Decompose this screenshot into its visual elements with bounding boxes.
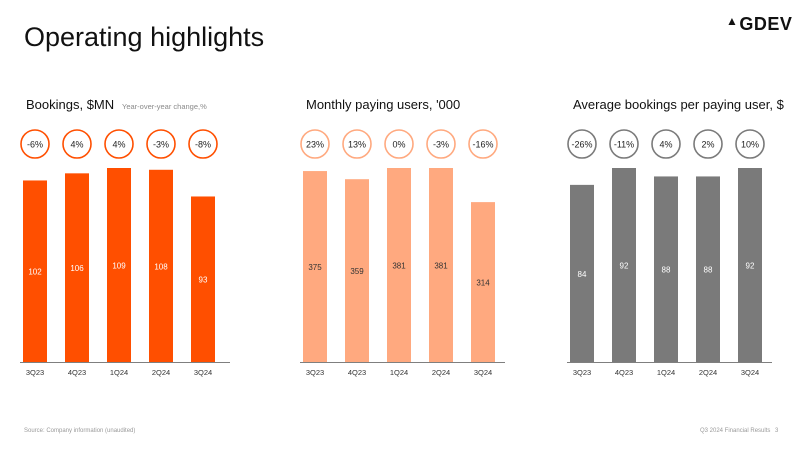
bar-value-label: 106 bbox=[70, 264, 84, 273]
bar-value-label: 314 bbox=[476, 279, 490, 288]
bar bbox=[191, 196, 215, 362]
bar bbox=[429, 168, 453, 362]
chart-title: Monthly paying users, '000 bbox=[306, 97, 460, 112]
yoy-circle bbox=[567, 129, 597, 159]
footer-page-number: 3 bbox=[775, 428, 779, 434]
yoy-circle bbox=[735, 129, 765, 159]
yoy-change-label: -3% bbox=[153, 139, 169, 149]
x-tick-label: 3Q23 bbox=[306, 368, 324, 377]
yoy-circle bbox=[62, 129, 92, 159]
yoy-change-label: -26% bbox=[571, 139, 592, 149]
yoy-change-label: -3% bbox=[433, 139, 449, 149]
yoy-change-label: -16% bbox=[472, 139, 493, 149]
x-tick-label: 1Q24 bbox=[390, 368, 408, 377]
x-tick-label: 2Q24 bbox=[699, 368, 717, 377]
yoy-circle bbox=[146, 129, 176, 159]
x-tick-label: 3Q23 bbox=[26, 368, 44, 377]
x-tick-label: 2Q24 bbox=[152, 368, 170, 377]
bar bbox=[345, 179, 369, 362]
bar bbox=[107, 168, 131, 362]
x-tick-label: 1Q24 bbox=[110, 368, 128, 377]
yoy-change-label: 13% bbox=[348, 139, 366, 149]
yoy-change-label: 4% bbox=[659, 139, 672, 149]
yoy-circle bbox=[609, 129, 639, 159]
bar bbox=[696, 176, 720, 362]
caret-icon: ▲ bbox=[726, 14, 739, 28]
x-tick-label: 2Q24 bbox=[432, 368, 450, 377]
yoy-circle bbox=[693, 129, 723, 159]
company-logo: ▲GDEV bbox=[726, 14, 792, 35]
bar-value-label: 109 bbox=[112, 262, 126, 271]
yoy-change-label: 10% bbox=[741, 139, 759, 149]
yoy-circle bbox=[342, 129, 372, 159]
page-title: Operating highlights bbox=[24, 22, 265, 52]
x-tick-label: 3Q24 bbox=[474, 368, 492, 377]
bar-value-label: 88 bbox=[662, 266, 671, 275]
bar bbox=[738, 168, 762, 362]
bar-value-label: 92 bbox=[746, 262, 755, 271]
yoy-circle bbox=[426, 129, 456, 159]
bar-value-label: 92 bbox=[620, 262, 629, 271]
bar bbox=[387, 168, 411, 362]
footer-source: Source: Company information (unaudited) bbox=[24, 428, 136, 434]
bar-value-label: 84 bbox=[578, 270, 587, 279]
bar bbox=[612, 168, 636, 362]
x-tick-label: 3Q24 bbox=[194, 368, 212, 377]
yoy-change-label: 4% bbox=[112, 139, 125, 149]
bar-value-label: 88 bbox=[704, 266, 713, 275]
bar-value-label: 375 bbox=[308, 263, 322, 272]
yoy-circle bbox=[468, 129, 498, 159]
bar-value-label: 93 bbox=[199, 276, 208, 285]
logo-text: GDEV bbox=[739, 14, 793, 34]
bar-value-label: 381 bbox=[392, 262, 406, 271]
x-tick-label: 4Q23 bbox=[615, 368, 633, 377]
bar bbox=[149, 169, 173, 362]
footer-report: Q3 2024 Financial Results bbox=[700, 428, 771, 434]
yoy-change-label: -8% bbox=[195, 139, 211, 149]
x-tick-label: 3Q24 bbox=[741, 368, 759, 377]
yoy-change-label: -11% bbox=[614, 139, 634, 149]
bar bbox=[654, 176, 678, 362]
x-tick-label: 3Q23 bbox=[573, 368, 591, 377]
bar bbox=[303, 171, 327, 362]
yoy-change-label: 4% bbox=[70, 139, 83, 149]
x-tick-label: 4Q23 bbox=[68, 368, 86, 377]
chart-title: Average bookings per paying user, $ bbox=[573, 97, 785, 112]
chart-subtitle: Year-over-year change,% bbox=[122, 102, 207, 111]
yoy-change-label: 2% bbox=[701, 139, 714, 149]
x-tick-label: 4Q23 bbox=[348, 368, 366, 377]
bar bbox=[570, 184, 594, 362]
bar-value-label: 102 bbox=[28, 268, 42, 277]
bar bbox=[471, 202, 495, 362]
yoy-change-label: -6% bbox=[27, 139, 43, 149]
bar-value-label: 381 bbox=[434, 262, 448, 271]
yoy-circle bbox=[188, 129, 218, 159]
yoy-circle bbox=[300, 129, 330, 159]
chart-title: Bookings, $MN bbox=[26, 97, 114, 112]
yoy-change-label: 0% bbox=[392, 139, 405, 149]
yoy-circle bbox=[104, 129, 134, 159]
x-tick-label: 1Q24 bbox=[657, 368, 675, 377]
bar bbox=[23, 180, 47, 362]
bar-value-label: 108 bbox=[154, 262, 168, 271]
yoy-circle bbox=[384, 129, 414, 159]
yoy-circle bbox=[20, 129, 50, 159]
yoy-circle bbox=[651, 129, 681, 159]
bar bbox=[65, 173, 89, 362]
yoy-change-label: 23% bbox=[306, 139, 324, 149]
bar-value-label: 359 bbox=[350, 267, 364, 276]
